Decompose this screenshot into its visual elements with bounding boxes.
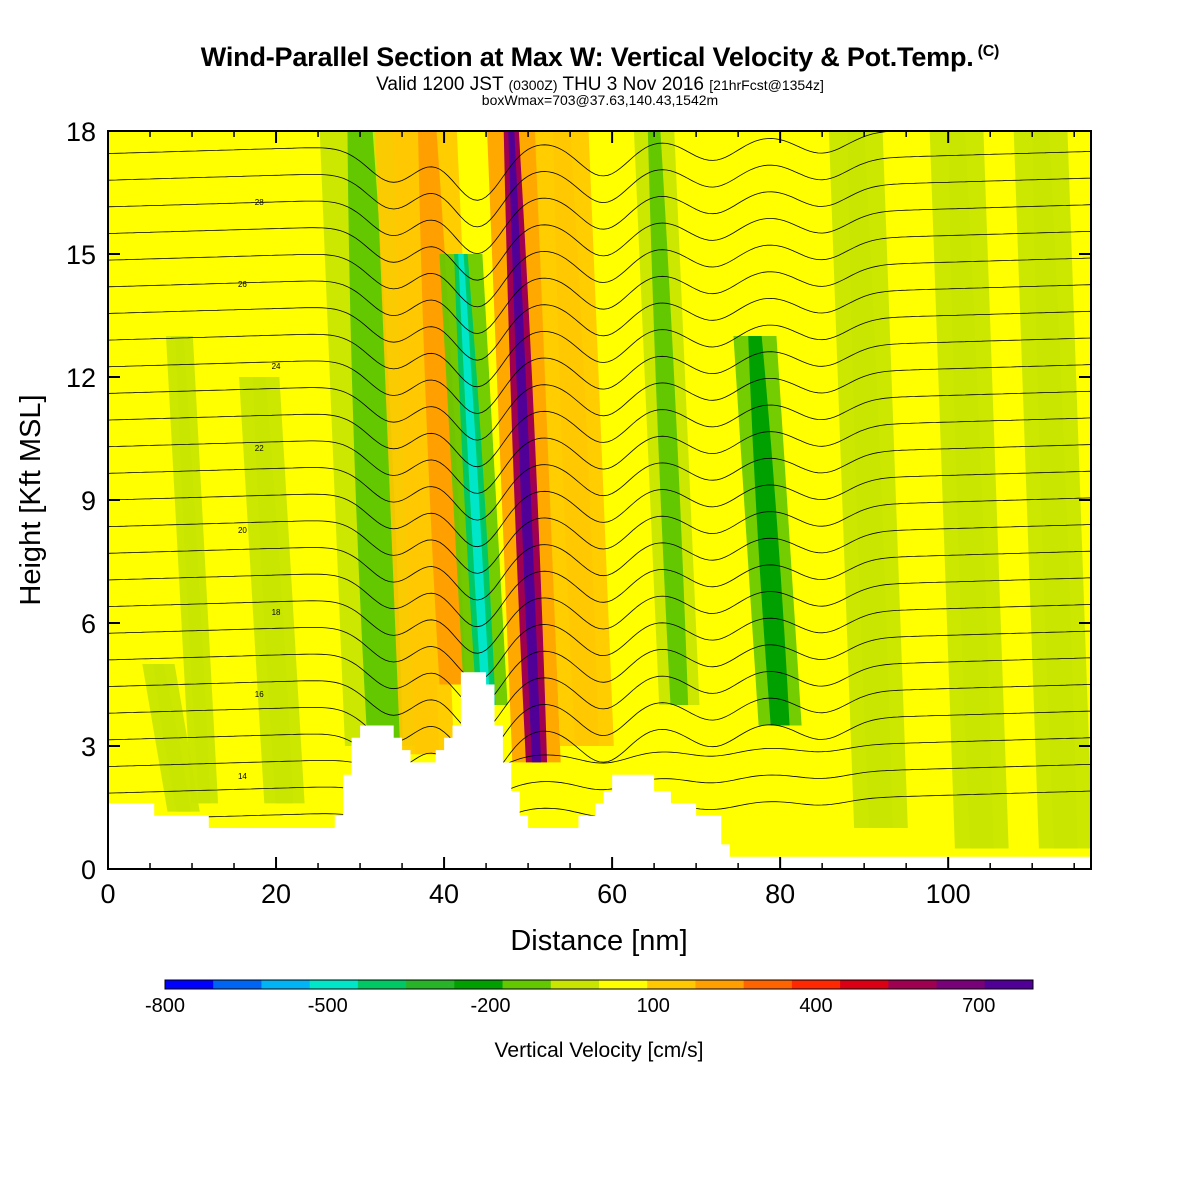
y-tick-label-9: 9 (81, 486, 96, 516)
velocity-band-12 (948, 131, 994, 849)
chart-subtitle: Valid 1200 JST (0300Z) THU 3 Nov 2016 [2… (0, 74, 1200, 96)
isentrope-label-14: 14 (238, 772, 247, 781)
colorbar-swatch-3 (309, 980, 359, 989)
isentrope-label-18: 18 (272, 608, 281, 617)
velocity-band-core-6 (458, 254, 491, 705)
isentrope-13 (108, 444, 1091, 521)
colorbar-tick-label--500: -500 (308, 995, 348, 1017)
box-wmax-line: boxWmax=703@37.63,140.43,1542m (481, 92, 719, 108)
colorbar-swatch-2 (261, 980, 311, 989)
isentrope-6 (108, 630, 1091, 708)
isentrope-14 (108, 417, 1091, 494)
isentrope-11 (108, 497, 1091, 574)
colorbar-tick-label-400: 400 (799, 995, 832, 1017)
forecast-tag: [21hrFcst@1354z] (709, 77, 824, 93)
valid-time: Valid 1200 JST (376, 74, 504, 95)
isentrope-5 (108, 657, 1091, 734)
isentrope-label-20: 20 (238, 526, 247, 535)
colorbar-swatch-7 (502, 980, 552, 989)
isentrope-1 (108, 764, 1091, 801)
x-axis-label: Distance [nm] (510, 925, 687, 957)
isentrope-19 (108, 284, 1091, 361)
colorbar-swatch-0 (165, 980, 214, 989)
isentrope-label-30: 30 (272, 116, 281, 125)
y-tick-label-3: 3 (81, 732, 96, 762)
colorbar: -800 -500 -200 100 400 700 (145, 979, 1034, 1017)
isentrope-3 (108, 710, 1091, 788)
x-tick-label-0: 0 (100, 879, 115, 909)
colorbar-swatch-5 (406, 980, 455, 989)
colorbar-swatch-1 (213, 980, 262, 989)
chart-title: Wind-Parallel Section at Max W: Vertical… (200, 42, 1000, 72)
isentrope-4 (108, 684, 1091, 761)
colorbar-swatch-14 (840, 980, 889, 989)
velocity-band-2 (252, 377, 294, 804)
colorbar-swatch-9 (599, 980, 648, 989)
velocity-band-11 (847, 131, 893, 828)
valid-date: THU 3 Nov 2016 (562, 74, 704, 95)
isentrope-7 (108, 604, 1091, 681)
copyright-mark: (C) (977, 43, 1000, 60)
isentrope-22 (108, 204, 1091, 281)
isentrope-17 (108, 337, 1091, 414)
isentrope-18 (108, 310, 1091, 388)
x-tick-label-100: 100 (926, 879, 971, 909)
y-tick-label-15: 15 (66, 240, 96, 270)
y-axis-label: Height [Kft MSL] (15, 394, 47, 605)
isentrope-label-22: 22 (255, 444, 264, 453)
colorbar-swatch-15 (888, 980, 938, 989)
isentrope-9 (108, 550, 1091, 628)
isentrope-2 (108, 737, 1091, 774)
colorbar-swatch-10 (647, 980, 696, 989)
y-tick-label-12: 12 (66, 363, 96, 393)
isentrope-25 (108, 131, 900, 201)
y-tick-label-18: 18 (66, 117, 96, 147)
colorbar-frame (164, 979, 1034, 990)
isentrope-20 (108, 257, 1091, 334)
x-tick-label-20: 20 (261, 879, 291, 909)
x-tick-label-80: 80 (765, 879, 795, 909)
colorbar-swatch-11 (695, 980, 745, 989)
colorbar-swatch-17 (984, 980, 1034, 989)
colorbar-swatch-8 (550, 980, 600, 989)
colorbar-swatch-16 (936, 980, 986, 989)
y-tick-label-6: 6 (81, 609, 96, 639)
colorbar-tick-label--200: -200 (470, 995, 510, 1017)
isentrope-10 (108, 524, 1091, 601)
axes: 0 20 40 60 80 100 0 3 6 9 12 15 18 (66, 117, 1091, 909)
isentrope-label-16: 16 (255, 690, 264, 699)
colorbar-tick-label--800: -800 (145, 995, 185, 1017)
isentrope-21 (108, 231, 1091, 308)
valid-utc: (0300Z) (508, 77, 558, 93)
colorbar-tick-label-700: 700 (962, 995, 995, 1017)
velocity-band-13 (1032, 131, 1078, 849)
y-tick-label-0: 0 (81, 855, 96, 885)
velocity-band-core-7 (508, 131, 542, 763)
isentrope-23 (108, 177, 1091, 255)
terrain (108, 672, 1091, 869)
colorbar-label: Vertical Velocity [cm/s] (495, 1039, 704, 1062)
velocity-band-9 (647, 131, 689, 705)
colorbar-swatch-12 (743, 980, 793, 989)
velocity-band-3 (347, 131, 403, 746)
velocity-band-5 (418, 131, 466, 685)
isentrope-label-24: 24 (272, 362, 281, 371)
isentrope-8 (108, 577, 1091, 654)
colorbar-swatch-6 (454, 980, 504, 989)
x-tick-label-40: 40 (429, 879, 459, 909)
colorbar-swatch-4 (357, 980, 407, 989)
isentrope-24 (108, 151, 1091, 228)
isentrope-15 (108, 390, 1091, 468)
colorbar-swatch-13 (791, 980, 841, 989)
isentrope-12 (108, 470, 1091, 548)
isentrope-label-26: 26 (238, 280, 247, 289)
isentrope-16 (108, 364, 1091, 441)
isentrope-label-28: 28 (255, 198, 264, 207)
velocity-band-1 (175, 336, 211, 804)
x-tick-label-60: 60 (597, 879, 627, 909)
plot-area: 14 16 18 20 22 24 26 28 30 (108, 116, 1091, 869)
colorbar-tick-label-100: 100 (637, 995, 670, 1017)
